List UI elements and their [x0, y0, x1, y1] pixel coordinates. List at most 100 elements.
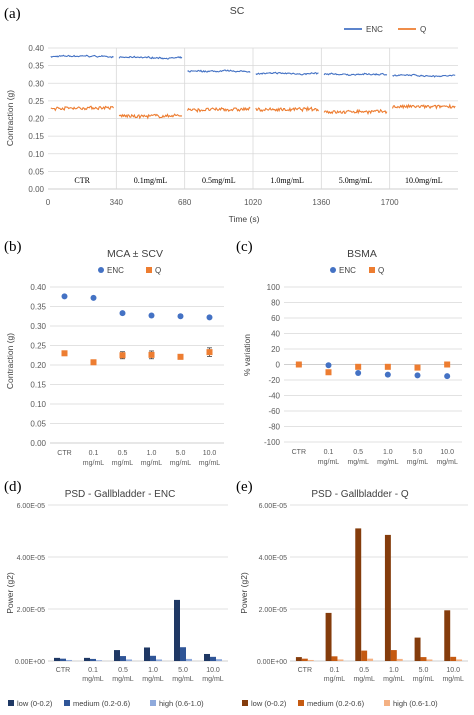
trace-enc-segment [392, 73, 456, 78]
point-enc [148, 312, 155, 319]
bar-high [337, 659, 344, 661]
trace-q-segment [50, 105, 114, 112]
x-tick-unit: mg/mL [436, 459, 458, 466]
bar-medium [150, 655, 156, 661]
chart-c-x-ticks: CTR 0.1 mg/mL 0.5 mg/mL 1.0 mg/mL 5.0 mg/mL 10.0 m… [292, 449, 458, 466]
legend-swatch-high [150, 700, 156, 706]
x-tick-unit: mg/mL [413, 676, 435, 683]
chart-a-x-ticks: 0 340 680 1020 1360 1700 [46, 198, 399, 207]
panel-label-c: (c) [236, 239, 253, 255]
x-tick-unit: mg/mL [324, 676, 346, 683]
chart-d-gridlines [48, 504, 228, 662]
bar-low [54, 657, 60, 661]
x-tick-label: 10.0 [206, 667, 220, 674]
chart-d-y-ticks: 0.00E+00 2.00E-05 4.00E-05 6.00E-05 [15, 503, 45, 666]
y-tick-label: 0.30 [28, 79, 44, 88]
point-enc [177, 313, 184, 320]
x-tick-label: 1.0 [147, 450, 157, 457]
bar-low [295, 657, 302, 661]
chart-a-sc-trace: (a) SC ENC Q 0.00 0.05 0.10 0.15 0.20 0.25 0.3… [4, 5, 458, 224]
x-tick-label: 340 [110, 198, 124, 207]
x-tick-unit: mg/mL [347, 459, 369, 466]
y-tick-label: 0.00 [30, 439, 46, 448]
trace-q-segment [391, 103, 456, 110]
bar-high [126, 659, 132, 661]
segment-label: 1.0mg/mL [270, 176, 304, 185]
chart-a-segment-separators [115, 48, 391, 189]
x-tick-label: 5.0 [178, 667, 188, 674]
chart-e-series [295, 528, 463, 661]
y-tick-label: 4.00E-05 [259, 555, 288, 562]
trace-enc-segment [255, 71, 319, 76]
y-tick-label: 0.00E+00 [15, 659, 45, 666]
x-tick-label: 10.0 [446, 667, 460, 674]
point-enc [61, 293, 68, 300]
segment-label: 5.0mg/mL [339, 176, 373, 185]
chart-e-y-axis-label: Power (g2) [239, 572, 249, 614]
legend-label-high: high (0.6-1.0) [159, 699, 204, 708]
chart-c-title: BSMA [347, 248, 377, 260]
chart-b-y-ticks: 0.00 0.05 0.10 0.15 0.20 0.25 0.30 0.35 0.40 [30, 283, 46, 448]
x-tick-label: 0.1 [324, 449, 334, 456]
bar-high [156, 659, 162, 661]
bar-high [456, 659, 463, 661]
chart-b-x-ticks: CTR 0.1 mg/mL 0.5 mg/mL 1.0 mg/mL 5.0 mg/mL 10.0 m… [57, 450, 220, 467]
bar-medium [120, 656, 126, 661]
chart-c-gridlines [284, 286, 462, 443]
x-tick-label: 680 [178, 198, 192, 207]
bar-low [444, 610, 451, 661]
trace-enc-segment [187, 69, 251, 73]
trace-enc-segment [118, 55, 183, 60]
x-tick-unit: mg/mL [377, 459, 399, 466]
chart-b-legend: ENC Q [98, 266, 161, 275]
point-q [177, 353, 184, 360]
bar-high [186, 658, 192, 661]
x-tick-label: 0 [46, 198, 51, 207]
point-enc [119, 310, 126, 317]
x-tick-label: 1020 [244, 198, 262, 207]
x-tick-unit: mg/mL [383, 676, 405, 683]
y-tick-label: 0.00 [28, 185, 44, 194]
bar-high [367, 658, 374, 661]
chart-b-y-axis-label: Contraction (g) [5, 333, 15, 389]
x-tick-unit: mg/mL [112, 460, 134, 467]
point-enc [325, 362, 332, 369]
segment-label: 0.1mg/mL [134, 176, 168, 185]
y-tick-label: 0.35 [28, 62, 44, 71]
y-tick-label: -20 [268, 376, 280, 385]
point-q [355, 363, 362, 370]
x-tick-label: 1.0 [389, 667, 399, 674]
bar-low [384, 534, 391, 661]
y-tick-label: 4.00E-05 [17, 555, 46, 562]
x-tick-label: 1360 [312, 198, 330, 207]
point-enc [355, 370, 362, 377]
y-tick-label: 0.05 [28, 167, 44, 176]
legend-label-medium: medium (0.2-0.6) [307, 699, 365, 708]
x-tick-unit: mg/mL [83, 460, 105, 467]
panel-label-e: (e) [236, 479, 253, 495]
y-tick-label: 0.05 [30, 420, 46, 429]
legend-swatch-high [384, 700, 390, 706]
chart-d-x-ticks: CTR 0.1 mg/mL 0.5 mg/mL 1.0 mg/mL 5.0 mg/mL 10.0 m… [56, 667, 224, 683]
x-tick-unit: mg/mL [318, 459, 340, 466]
x-tick-unit: mg/mL [170, 460, 192, 467]
y-tick-label: 100 [267, 283, 281, 292]
trace-enc-segment [323, 72, 388, 76]
segment-label: 0.5mg/mL [202, 176, 236, 185]
legend-label-q: Q [155, 266, 161, 275]
legend-label-q: Q [420, 25, 426, 34]
legend-marker-q [146, 267, 152, 273]
chart-a-title: SC [230, 5, 245, 17]
point-q [206, 349, 213, 356]
point-enc [206, 314, 213, 321]
chart-a-y-axis-label: Contraction (g) [5, 90, 15, 146]
chart-e-psd-q: (e) PSD - Gallbladder - Q 0.00E+00 2.00E-… [236, 479, 468, 708]
bar-high [396, 658, 403, 661]
x-tick-label: 1.0 [383, 449, 393, 456]
point-q [444, 361, 451, 368]
x-tick-label: 0.5 [118, 667, 128, 674]
y-tick-label: 2.00E-05 [17, 607, 46, 614]
legend-label-low: low (0-0.2) [251, 699, 287, 708]
bar-low [144, 647, 150, 661]
bar-medium [210, 656, 216, 661]
